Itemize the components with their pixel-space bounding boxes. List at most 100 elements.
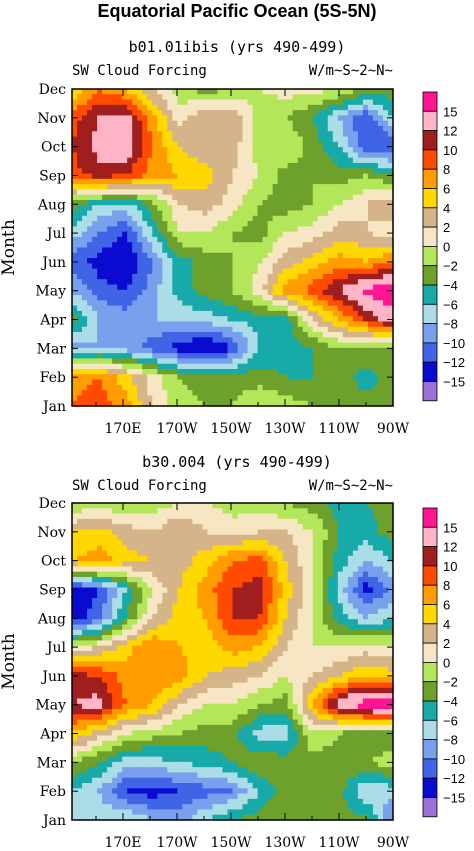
contour-cell <box>207 162 214 169</box>
contour-cell <box>197 89 204 95</box>
contour-cell <box>337 524 344 531</box>
contour-cell <box>297 353 304 360</box>
contour-cell <box>222 99 229 106</box>
contour-cell <box>227 529 234 536</box>
contour-cell <box>162 89 168 95</box>
contour-cell <box>92 205 98 212</box>
contour-cell <box>87 173 93 180</box>
contour-cell <box>97 566 103 573</box>
contour-cell <box>217 374 224 381</box>
contour-cell <box>262 152 269 159</box>
contour-cell <box>102 508 108 515</box>
contour-cell <box>77 337 83 344</box>
contour-cell <box>327 332 334 338</box>
contour-cell <box>137 89 143 95</box>
contour-cell <box>307 513 314 520</box>
contour-cell <box>172 513 178 520</box>
contour-cell <box>77 89 83 95</box>
contour-cell <box>367 305 374 312</box>
contour-cell <box>142 503 148 509</box>
contour-cell <box>277 242 284 249</box>
contour-cell <box>352 518 359 525</box>
contour-cell <box>382 289 389 296</box>
contour-cell <box>102 555 108 562</box>
contour-cell <box>172 136 178 143</box>
contour-cell <box>122 247 128 254</box>
contour-cell <box>77 141 83 148</box>
contour-cell <box>267 215 274 222</box>
contour-cell <box>357 263 364 270</box>
contour-cell <box>127 321 133 328</box>
contour-cell <box>97 503 103 509</box>
contour-cell <box>77 529 83 536</box>
contour-cell <box>122 524 128 531</box>
contour-cell <box>362 115 369 122</box>
contour-cell <box>357 110 364 117</box>
contour-cell <box>112 550 118 557</box>
contour-cell <box>312 136 319 143</box>
contour-cell <box>297 115 304 122</box>
contour-cell <box>357 337 364 344</box>
contour-cell <box>152 305 158 312</box>
contour-cell <box>187 300 193 307</box>
contour-cell <box>157 152 163 159</box>
contour-cell <box>112 110 118 117</box>
contour-cell <box>182 141 188 148</box>
contour-cell <box>97 545 103 552</box>
contour-cell <box>127 263 133 270</box>
contour-cell <box>142 94 148 101</box>
contour-cell <box>102 390 108 397</box>
contour-cell <box>112 284 118 291</box>
contour-cell <box>302 400 309 407</box>
contour-cell <box>167 178 173 185</box>
contour-cell <box>97 157 103 164</box>
contour-cell <box>327 513 334 520</box>
contour-cell <box>72 395 78 402</box>
contour-cell <box>202 508 209 515</box>
contour-cell <box>197 162 204 169</box>
contour-cell <box>237 545 244 552</box>
contour-cell <box>372 147 379 153</box>
contour-cell <box>97 173 103 180</box>
contour-cell <box>92 576 98 583</box>
contour-cell <box>252 284 259 291</box>
contour-cell <box>187 379 193 386</box>
contour-cell <box>342 289 349 296</box>
contour-cell <box>257 390 264 397</box>
contour-cell <box>287 205 294 212</box>
contour-cell <box>262 374 269 381</box>
contour-cell <box>287 363 294 370</box>
contour-cell <box>202 104 209 111</box>
contour-cell <box>247 99 254 106</box>
contour-cell <box>357 305 364 312</box>
contour-cell <box>112 199 118 206</box>
contour-cell <box>382 369 389 375</box>
contour-cell <box>162 524 168 531</box>
contour-cell <box>157 295 163 301</box>
contour-cell <box>92 168 98 175</box>
contour-cell <box>167 358 173 365</box>
contour-cell <box>197 545 204 552</box>
contour-cell <box>357 363 364 370</box>
contour-cell <box>287 268 294 275</box>
contour-cell <box>297 99 304 106</box>
contour-cell <box>182 384 188 391</box>
contour-cell <box>272 194 279 201</box>
contour-cell <box>307 353 314 360</box>
contour-cell <box>332 131 339 138</box>
contour-cell <box>112 104 118 111</box>
contour-cell <box>387 400 394 407</box>
contour-cell <box>337 258 344 264</box>
contour-cell <box>342 571 349 578</box>
contour-cell <box>87 566 93 573</box>
contour-cell <box>137 326 143 333</box>
contour-cell <box>152 326 158 333</box>
contour-cell <box>162 268 168 275</box>
contour-cell <box>232 215 239 222</box>
contour-cell <box>282 268 289 275</box>
contour-cell <box>212 210 219 217</box>
contour-cell <box>92 369 98 375</box>
contour-cell <box>197 189 204 196</box>
contour-cell <box>267 168 274 175</box>
